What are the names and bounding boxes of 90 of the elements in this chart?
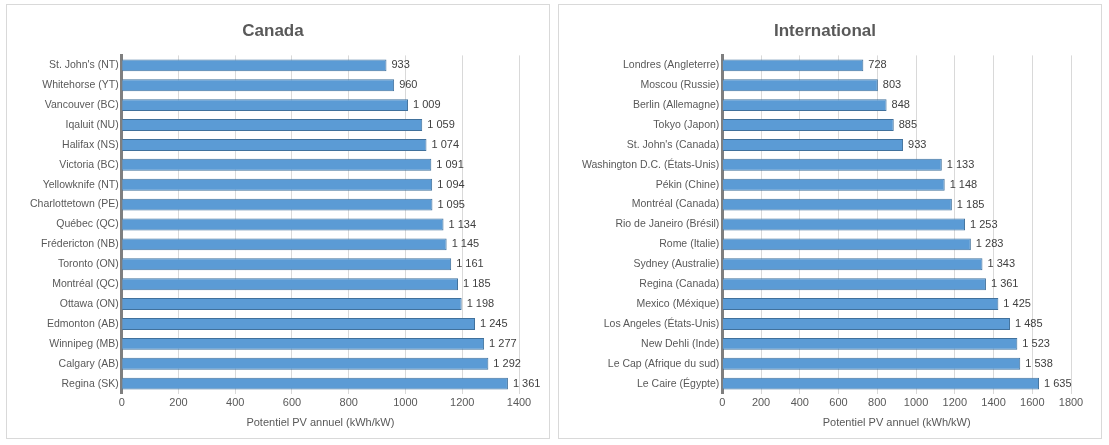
y-tick-label: Frédericton (NB) [41,237,119,250]
data-label: 1 361 [512,376,541,389]
x-tick-label: 400 [790,396,809,409]
data-label: 1 091 [436,157,464,170]
data-label: 1 185 [956,197,985,210]
y-tick-label: Edmonton (AB) [46,316,119,329]
x-tick-label: 1000 [903,396,929,409]
x-tick-label: 200 [169,396,188,409]
y-tick-label: Pékin (Chine) [655,177,720,190]
data-label: 1 059 [427,118,455,131]
y-tick-label: Le Cap (Afrique du sud) [607,356,720,369]
data-label: 1 343 [987,257,1015,270]
y-tick-label: New Dehli (Inde) [641,336,720,349]
data-label: 848 [891,98,910,111]
y-tick-label: Regina (SK) [61,376,119,389]
y-tick-label: Montréal (QC) [52,277,119,290]
y-tick-label: Toronto (ON) [58,257,119,270]
x-tick-label: 1600 [1020,396,1045,409]
x-tick-label: 1400 [981,396,1006,409]
y-tick-label: Whitehorse (YT) [42,78,119,91]
x-tick-label: 800 [868,396,887,409]
y-tick-label: Rio de Janeiro (Brésil) [615,217,720,230]
x-tick-label: 0 [719,396,726,409]
y-tick-label: Vancouver (BC) [44,98,119,111]
data-label: 1 523 [1022,336,1050,349]
chart-title: International [773,20,877,40]
data-label: 1 133 [946,157,975,170]
x-axis-title: Potentiel PV annuel (kWh/kW) [822,416,971,429]
data-label: 803 [882,78,902,91]
x-tick-label: 800 [339,396,358,409]
y-tick-label: Rome (Italie) [659,237,720,250]
x-tick-label: 600 [829,396,848,409]
y-tick-label: Sydney (Australie) [633,257,720,270]
data-label: 1 094 [437,177,465,190]
x-tick-label: 1800 [1058,396,1084,409]
data-label: 1 148 [949,177,978,190]
x-axis-title: Potentiel PV annuel (kWh/kW) [246,416,395,429]
y-tick-label: Québec (QC) [56,217,119,230]
x-tick-label: 1200 [942,396,968,409]
x-tick-label: 200 [751,396,771,409]
data-label: 1 538 [1025,356,1053,369]
data-label: 1 361 [990,277,1019,290]
x-tick-label: 1400 [506,396,532,409]
data-label: 728 [868,58,887,71]
data-label: 1 009 [413,98,441,111]
y-tick-label: Moscou (Russie) [640,78,720,91]
data-label: 1 095 [437,197,465,210]
y-tick-label: Le Caire (Égypte) [637,376,720,389]
data-label: 960 [399,78,418,91]
data-label: 1 134 [448,217,477,230]
x-tick-label: 1000 [393,396,418,409]
y-tick-label: Mexico (Méxique) [636,296,720,309]
data-label: 885 [898,118,918,131]
x-tick-label: 600 [282,396,302,409]
y-tick-label: Berlin (Allemagne) [632,98,720,111]
y-tick-label: Winnipeg (MB) [49,336,119,349]
data-label: 1 161 [456,257,484,270]
y-tick-label: Ottawa (ON) [59,296,119,309]
x-tick-label: 0 [118,396,125,409]
y-tick-label: Charlottetown (PE) [30,197,119,210]
data-label: 1 185 [462,277,491,290]
chart-title: Canada [242,20,305,40]
y-tick-label: Iqaluit (NU) [65,117,119,130]
x-tick-label: 1200 [450,396,475,409]
y-tick-label: Calgary (AB) [58,356,119,369]
y-tick-label: Tokyo (Japon) [653,117,720,130]
data-label: 1 283 [975,237,1004,250]
y-tick-label: Halifax (NS) [62,137,119,150]
data-label: 1 245 [480,317,508,329]
data-label: 1 635 [1044,376,1072,389]
data-label: 1 292 [493,356,521,369]
data-label: 1 198 [466,297,495,310]
y-tick-label: St. John's (NT) [49,58,119,71]
x-tick-label: 400 [226,396,245,409]
data-label: 1 425 [1003,297,1031,310]
y-tick-label: Victoria (BC) [59,157,119,170]
y-tick-label: Regina (Canada) [639,277,720,290]
y-tick-label: Washington D.C. (États-Unis) [581,157,720,170]
y-tick-label: Montréal (Canada) [631,197,720,210]
data-label: 1 253 [970,217,998,230]
y-tick-label: Londres (Angleterre) [623,58,720,71]
data-label: 1 145 [451,237,480,250]
y-tick-label: Yellowknife (NT) [42,177,119,190]
data-label: 933 [908,137,927,150]
data-label: 1 277 [489,336,517,349]
y-tick-label: Los Angeles (États-Unis) [603,316,720,329]
data-label: 1 074 [431,137,460,150]
y-tick-label: St. John's (Canada) [626,137,720,150]
data-label: 1 485 [1014,317,1043,329]
data-label: 933 [391,58,410,71]
